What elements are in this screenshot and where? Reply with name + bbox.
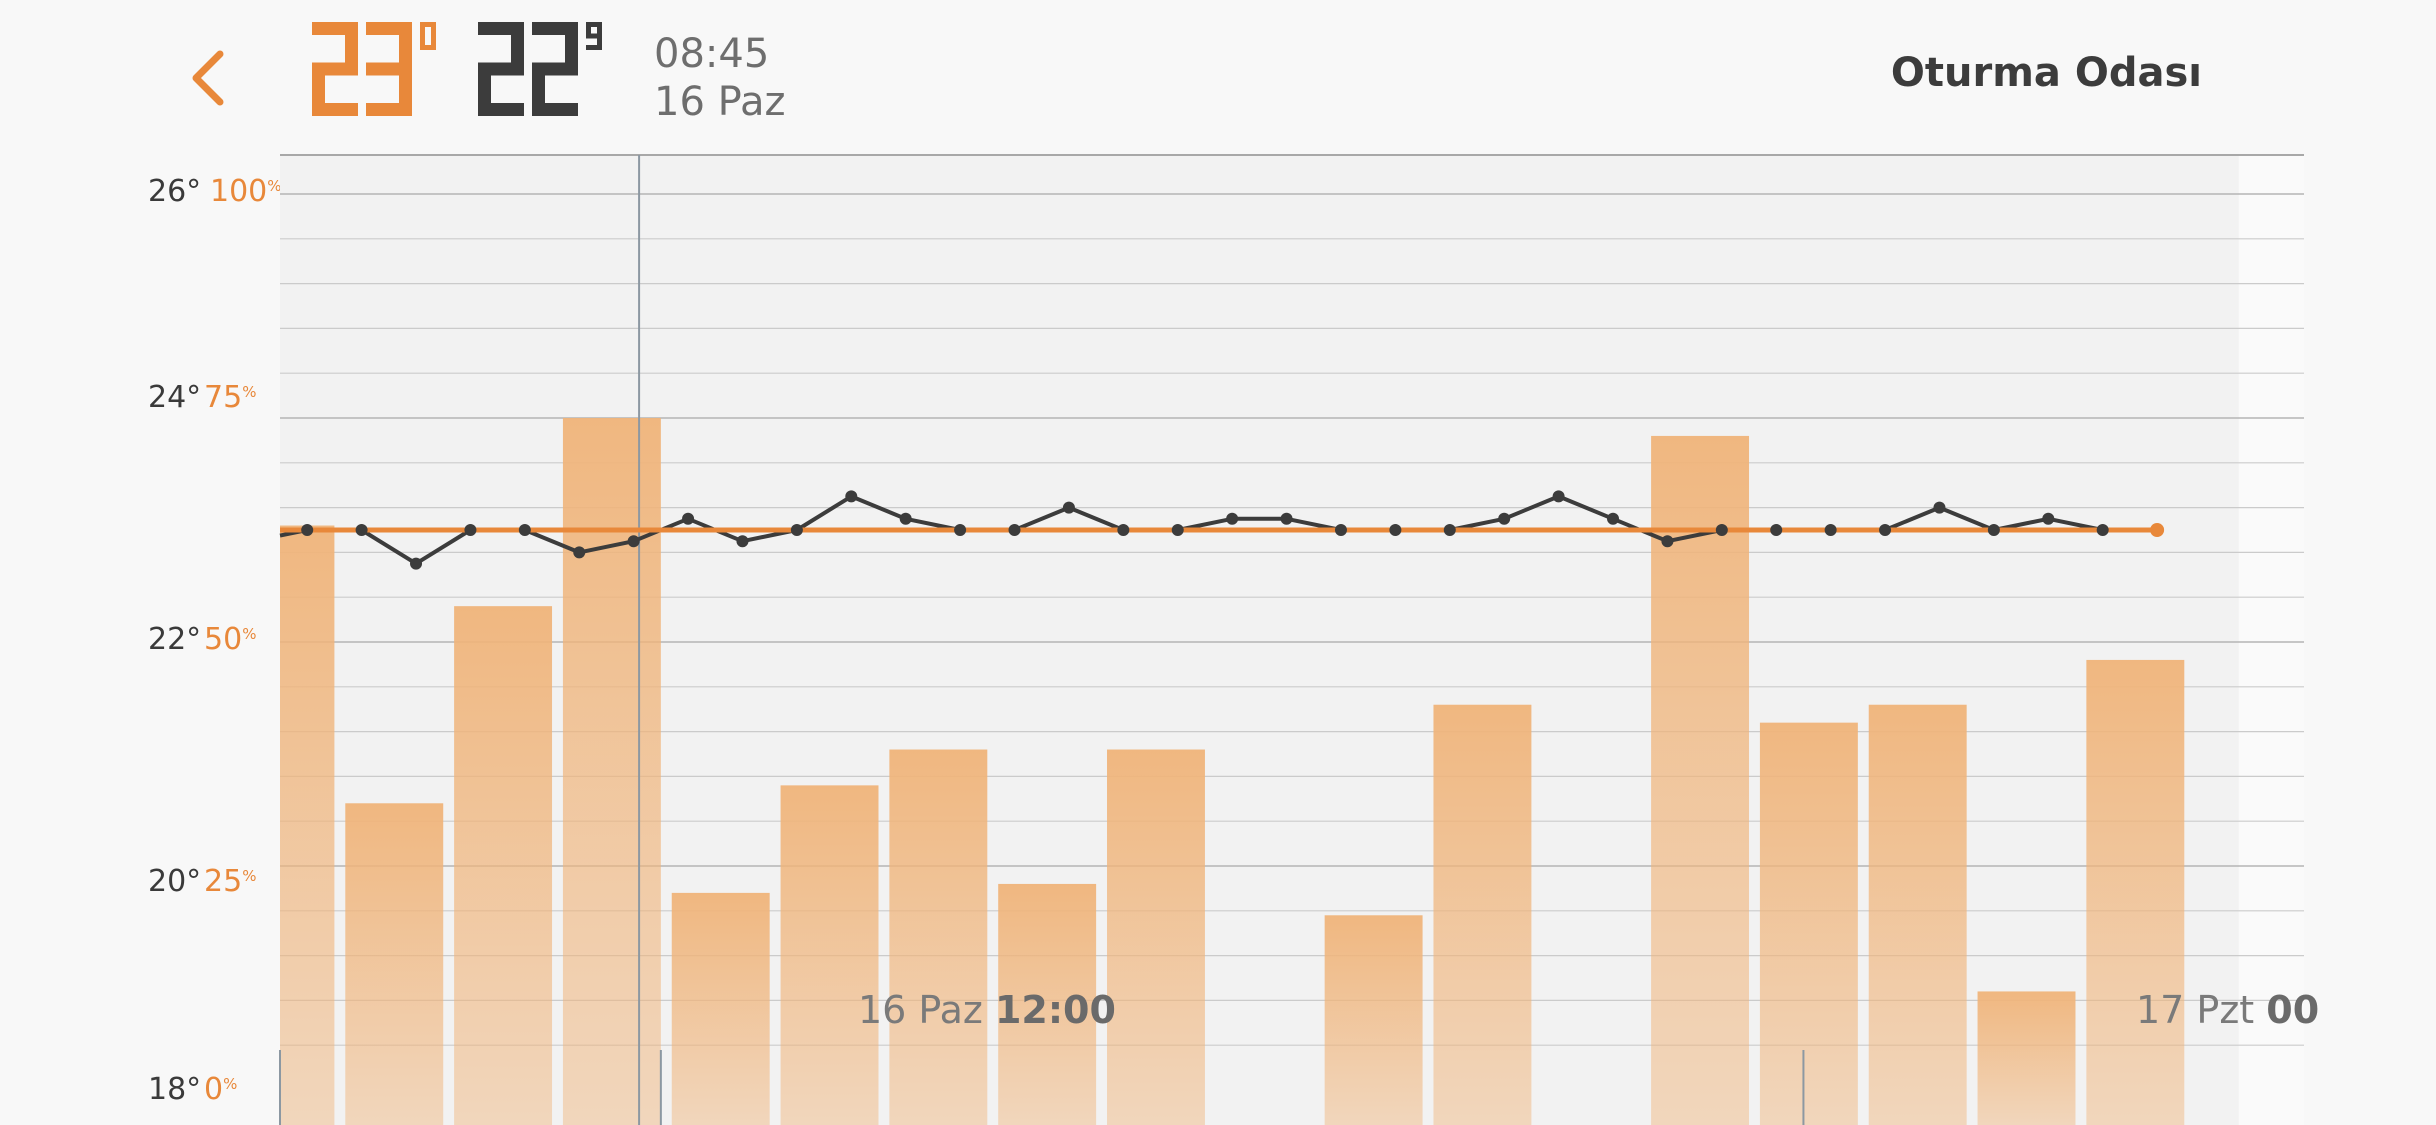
humidity-bar-12[interactable]	[1651, 435, 1750, 1125]
temperature-point[interactable]	[2042, 512, 2055, 525]
temperature-point[interactable]	[845, 490, 858, 503]
temperature-point[interactable]	[1008, 524, 1021, 536]
temp-axis-label-20: 20°	[148, 864, 202, 899]
temp-axis-label-18: 18°	[148, 1072, 202, 1107]
setpoint-digit-2	[366, 22, 412, 116]
current-decimal-digit	[586, 22, 602, 50]
humidity-bar-10[interactable]	[1324, 915, 1423, 1125]
temperature-point[interactable]	[1226, 512, 1239, 525]
humidity-axis-label-100: 100%	[210, 174, 282, 209]
temperature-point[interactable]	[518, 524, 531, 536]
temperature-point[interactable]	[1879, 524, 1892, 536]
temperature-point[interactable]	[1824, 524, 1837, 536]
temp-axis-label-22: 22°	[148, 622, 202, 657]
temperature-point[interactable]	[790, 524, 803, 536]
temperature-point[interactable]	[1661, 535, 1674, 548]
humidity-bar-14[interactable]	[1868, 704, 1967, 1125]
humidity-bar-11[interactable]	[1433, 704, 1532, 1125]
temperature-point[interactable]	[355, 524, 368, 536]
current-temperature-display	[478, 22, 602, 116]
humidity-bar-8[interactable]	[998, 883, 1097, 1125]
humidity-axis-label-75: 75%	[204, 380, 257, 415]
temperature-point[interactable]	[464, 524, 477, 536]
header-datetime: 08:45 16 Paz	[654, 30, 785, 126]
temperature-point[interactable]	[627, 535, 640, 548]
humidity-axis-label-0: 0%	[204, 1072, 238, 1107]
temperature-point[interactable]	[1607, 512, 1620, 525]
header-date: 16 Paz	[654, 79, 786, 125]
temperature-point[interactable]	[573, 546, 586, 559]
humidity-bar-15[interactable]	[1977, 991, 2076, 1125]
temp-axis-label-24: 24°	[148, 380, 202, 415]
humidity-bar-4[interactable]	[562, 418, 661, 1125]
setpoint-temperature-display	[312, 22, 436, 116]
setpoint-end-point[interactable]	[2150, 523, 2165, 537]
humidity-bar-9[interactable]	[1107, 749, 1205, 1125]
temperature-point[interactable]	[1117, 524, 1130, 536]
temperature-point[interactable]	[736, 535, 749, 548]
back-chevron-icon[interactable]	[178, 38, 238, 118]
future-region	[2238, 155, 2304, 1125]
temperature-point[interactable]	[1171, 524, 1184, 536]
temperature-point[interactable]	[1334, 524, 1347, 536]
current-digit-1	[478, 22, 524, 116]
temperature-point[interactable]	[1715, 524, 1728, 536]
temperature-point[interactable]	[1280, 512, 1293, 525]
temp-axis-label-26: 26°	[148, 174, 202, 209]
humidity-bar-2[interactable]	[345, 803, 444, 1125]
humidity-bar-16[interactable]	[2086, 659, 2185, 1125]
temperature-point[interactable]	[899, 512, 912, 525]
humidity-bar-3[interactable]	[454, 606, 553, 1125]
temperature-point[interactable]	[1987, 524, 2000, 536]
humidity-axis-label-50: 50%	[204, 622, 257, 657]
humidity-bar-6[interactable]	[780, 785, 879, 1125]
temperature-point[interactable]	[301, 524, 314, 536]
humidity-bar-5[interactable]	[671, 892, 770, 1125]
humidity-bar-1[interactable]	[280, 525, 335, 1125]
humidity-axis-label-25: 25%	[204, 864, 257, 899]
temperature-point[interactable]	[1552, 490, 1565, 503]
temperature-point[interactable]	[1062, 501, 1075, 514]
temperature-point[interactable]	[682, 512, 695, 525]
temperature-point[interactable]	[2096, 524, 2109, 536]
temperature-point[interactable]	[1498, 512, 1511, 525]
temperature-point[interactable]	[1933, 501, 1946, 514]
humidity-bar-7[interactable]	[889, 749, 988, 1125]
temperature-point[interactable]	[1389, 524, 1402, 536]
degree-icon	[420, 22, 436, 50]
x-axis-label-midnight: 17 Pzt 00	[2136, 988, 2320, 1032]
temperature-point[interactable]	[954, 524, 967, 536]
x-axis-label-noon: 16 Paz 12:00	[858, 988, 1116, 1032]
temperature-point[interactable]	[1443, 524, 1456, 536]
header-time: 08:45	[654, 31, 770, 77]
current-digit-2	[532, 22, 578, 116]
setpoint-digit-1	[312, 22, 358, 116]
temperature-point[interactable]	[1770, 524, 1783, 536]
room-name: Oturma Odası	[1890, 50, 2202, 96]
humidity-bar-13[interactable]	[1759, 722, 1858, 1125]
temperature-point[interactable]	[410, 557, 423, 570]
